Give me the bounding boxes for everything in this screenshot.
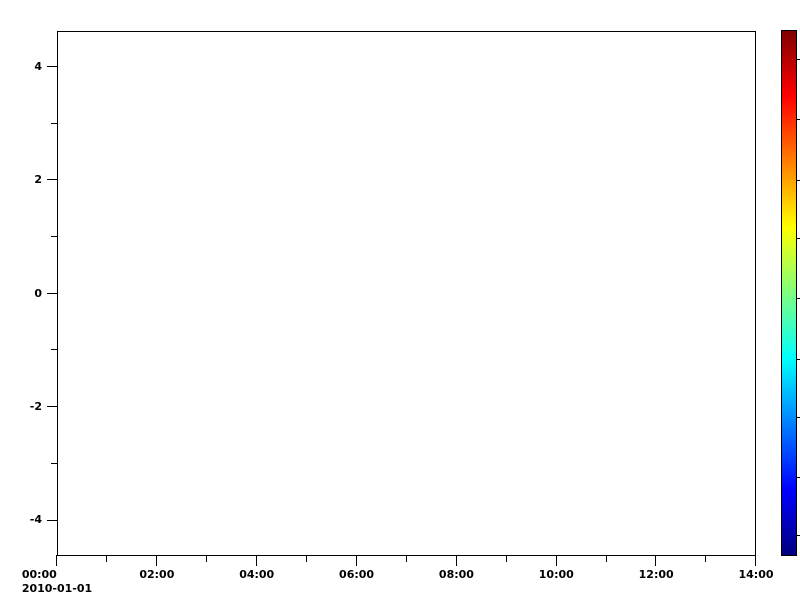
y-minor-tick-mark bbox=[51, 236, 58, 238]
y-tick-label: 4 bbox=[34, 59, 42, 73]
x-tick-label: 04:00 bbox=[239, 568, 274, 581]
x-tick-label: 14:00 bbox=[738, 568, 773, 581]
x-tick-mark bbox=[555, 555, 557, 566]
x-tick-time: 00:00 bbox=[21, 568, 57, 581]
y-tick-mark bbox=[47, 292, 58, 294]
x-minor-tick-mark bbox=[305, 555, 307, 562]
x-tick-mark bbox=[655, 555, 657, 566]
x-tick-mark bbox=[355, 555, 357, 566]
x-minor-tick-mark bbox=[605, 555, 607, 562]
x-minor-tick-mark bbox=[106, 555, 108, 562]
colorbar-gradient bbox=[782, 31, 796, 555]
colorbar-tick-mark bbox=[797, 298, 800, 300]
y-tick-mark bbox=[47, 179, 58, 181]
colorbar-tick-mark bbox=[797, 477, 800, 479]
y-tick-label: 2 bbox=[34, 173, 42, 187]
x-tick-mark bbox=[755, 555, 757, 566]
y-tick-mark bbox=[47, 406, 58, 408]
colorbar-tick-mark bbox=[797, 58, 800, 60]
y-tick-label: 0 bbox=[34, 286, 42, 300]
x-tick-label: 02:00 bbox=[139, 568, 174, 581]
x-tick-mark bbox=[256, 555, 257, 566]
x-axis-date-label: 2010-01-01 bbox=[21, 582, 93, 595]
x-minor-tick-mark bbox=[505, 555, 507, 562]
x-tick-time: 06:00 bbox=[339, 568, 375, 581]
x-tick-label: 00:00 2010-01-01 bbox=[22, 568, 92, 595]
colorbar-outline bbox=[781, 30, 797, 556]
x-tick-time: 12:00 bbox=[638, 568, 674, 581]
x-minor-tick-mark bbox=[405, 555, 407, 562]
y-minor-tick-mark bbox=[51, 122, 58, 124]
x-tick-label: 08:00 bbox=[439, 568, 474, 581]
y-tick-mark bbox=[47, 519, 58, 521]
x-tick-time: 10:00 bbox=[538, 568, 574, 581]
colorbar-tick-mark bbox=[797, 237, 800, 239]
colorbar-tick-mark bbox=[797, 179, 800, 181]
colorbar-tick-mark bbox=[797, 416, 800, 418]
x-tick-mark bbox=[455, 555, 457, 566]
y-tick-mark bbox=[47, 66, 58, 68]
x-tick-time: 14:00 bbox=[738, 568, 774, 581]
x-tick-mark bbox=[156, 555, 158, 566]
x-tick-label: 10:00 bbox=[539, 568, 574, 581]
x-tick-time: 04:00 bbox=[239, 568, 275, 581]
x-tick-label: 06:00 bbox=[339, 568, 374, 581]
x-tick-time: 02:00 bbox=[139, 568, 175, 581]
y-tick-label: -2 bbox=[29, 399, 42, 413]
x-tick-mark bbox=[56, 555, 58, 566]
colorbar-tick-mark bbox=[797, 534, 800, 536]
x-minor-tick-mark bbox=[206, 555, 208, 562]
y-tick-label: -4 bbox=[29, 513, 42, 527]
x-minor-tick-mark bbox=[705, 555, 707, 562]
axes-frame bbox=[57, 31, 756, 556]
colorbar-tick-mark bbox=[797, 119, 800, 121]
y-minor-tick-mark bbox=[51, 462, 58, 464]
x-tick-time: 08:00 bbox=[438, 568, 474, 581]
colorbar-tick-mark bbox=[797, 358, 800, 360]
y-minor-tick-mark bbox=[51, 349, 58, 351]
x-tick-label: 12:00 bbox=[639, 568, 674, 581]
